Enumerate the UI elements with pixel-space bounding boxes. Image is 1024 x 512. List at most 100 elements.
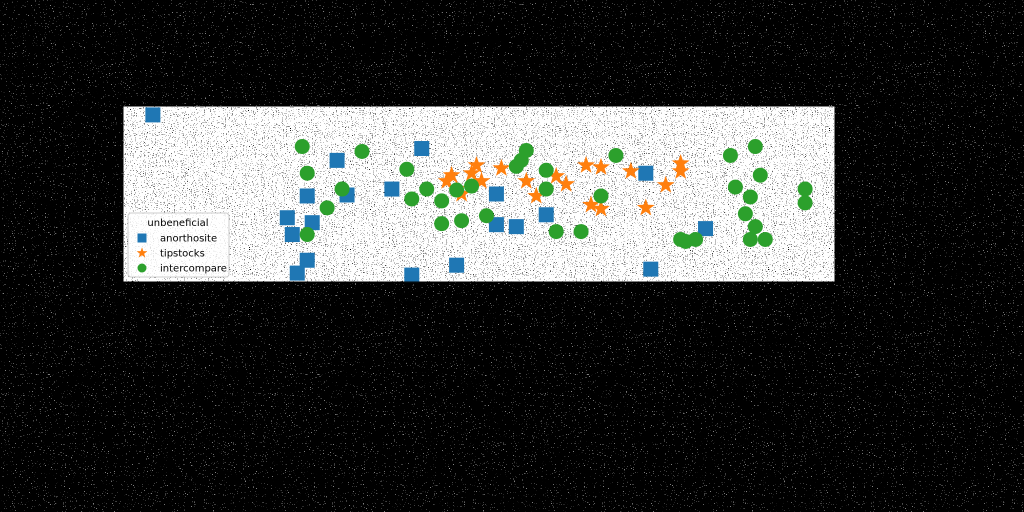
x-tick-label: 20 — [538, 290, 555, 305]
tipstocks-point — [492, 158, 511, 176]
legend: unbeneficial anorthosite tipstocks interco… — [127, 212, 230, 278]
x-tick-label: −60 — [134, 290, 161, 305]
legend-label-intercompare: intercompare — [160, 264, 227, 275]
anorthosite-point — [289, 265, 305, 281]
x-tick-label: −40 — [234, 290, 261, 305]
anorthosite-point — [384, 181, 400, 197]
y-axis-label: carbinol — [65, 166, 81, 222]
tipstocks-point — [636, 198, 655, 216]
y-tick-label: 0 — [108, 205, 116, 220]
data-marks — [145, 107, 813, 283]
intercompare-point — [319, 200, 335, 216]
intercompare-point — [593, 188, 609, 204]
tipstocks-point — [442, 165, 461, 183]
intercompare-point — [434, 216, 450, 232]
intercompare-point — [747, 139, 763, 155]
intercompare-point — [688, 231, 704, 247]
axis-ticks: −60 −40 −20 0 20 40 60 −50 0 50 100 — [89, 106, 754, 305]
anorthosite-point — [304, 215, 320, 231]
tipstocks-point — [517, 171, 536, 189]
tipstocks-point — [557, 174, 576, 192]
anorthosite-point — [698, 221, 714, 237]
tipstocks-point — [577, 155, 595, 173]
legend-title: unbeneficial — [147, 218, 208, 229]
x-tick-label: 40 — [638, 290, 655, 305]
intercompare-point — [419, 181, 435, 197]
intercompare-point — [722, 147, 738, 163]
intercompare-point — [608, 147, 624, 163]
tipstocks-point — [621, 161, 640, 179]
intercompare-point — [757, 231, 773, 247]
tipstocks-point — [472, 171, 491, 189]
legend-marker-intercompare — [137, 263, 147, 273]
intercompare-point — [478, 208, 494, 224]
intercompare-point — [454, 213, 470, 229]
intercompare-point — [449, 182, 465, 198]
anorthosite-point — [449, 257, 465, 273]
intercompare-point — [727, 179, 743, 195]
intercompare-point — [334, 181, 350, 197]
tipstocks-point — [582, 195, 600, 213]
intercompare-point — [518, 142, 534, 158]
legend-marker-tipstocks — [136, 247, 148, 258]
intercompare-point — [797, 181, 813, 197]
tipstocks-point — [527, 186, 546, 204]
chart-title: apologetics — [354, 25, 546, 60]
intercompare-point — [752, 167, 768, 183]
tipstocks-point — [467, 155, 486, 173]
anorthosite-point — [638, 165, 654, 181]
intercompare-point — [747, 219, 763, 235]
anorthosite-point — [279, 210, 295, 226]
legend-marker-anorthosite — [137, 233, 147, 243]
anorthosite-point — [145, 107, 161, 123]
plot-area — [123, 106, 835, 282]
legend-label-tipstocks: tipstocks — [160, 249, 205, 260]
anorthosite-point — [488, 186, 504, 202]
intercompare-point — [548, 224, 564, 240]
intercompare-point — [299, 227, 315, 243]
legend-box — [127, 212, 230, 278]
intercompare-point — [797, 195, 813, 211]
anorthosite-point — [404, 267, 420, 283]
x-axis-label: prismal — [453, 310, 505, 326]
anorthosite-point — [538, 207, 554, 223]
intercompare-point — [737, 206, 753, 222]
intercompare-point — [299, 165, 315, 181]
x-tick-label: 60 — [737, 290, 754, 305]
intercompare-point — [538, 162, 554, 178]
tipstocks-point — [592, 157, 610, 175]
y-tick-label: 50 — [99, 155, 116, 170]
tipstocks-point — [437, 171, 456, 189]
tipstocks-point — [592, 199, 610, 217]
anorthosite-point — [299, 252, 315, 268]
anorthosite-point — [508, 219, 524, 235]
intercompare-point — [399, 161, 415, 177]
x-tick-label: 0 — [442, 290, 450, 305]
intercompare-point — [354, 143, 370, 159]
anorthosite-point — [284, 227, 300, 243]
x-tick-label: −20 — [333, 290, 360, 305]
anorthosite-point — [488, 217, 504, 233]
anorthosite-point — [414, 141, 430, 157]
intercompare-point — [742, 231, 758, 247]
legend-entries: anorthosite tipstocks intercompare — [136, 233, 227, 275]
intercompare-point — [464, 178, 480, 194]
axes-noise-light — [123, 106, 835, 282]
intercompare-point — [294, 139, 310, 155]
anorthosite-point — [643, 261, 659, 277]
tipstocks-point — [656, 175, 675, 193]
intercompare-point — [434, 193, 450, 209]
intercompare-point — [404, 191, 420, 207]
chart-subtitle: neuroid — [451, 86, 508, 101]
tipstocks-point — [671, 161, 690, 179]
intercompare-point — [538, 181, 554, 197]
intercompare-point — [573, 224, 589, 240]
legend-label-anorthosite: anorthosite — [160, 234, 217, 245]
tipstocks-point — [547, 166, 566, 184]
anorthosite-point — [299, 188, 315, 204]
anorthosite-point — [329, 152, 345, 168]
axes-frame — [122, 105, 836, 283]
y-tick-label: −50 — [89, 254, 116, 269]
y-tick-label: 100 — [91, 106, 116, 121]
